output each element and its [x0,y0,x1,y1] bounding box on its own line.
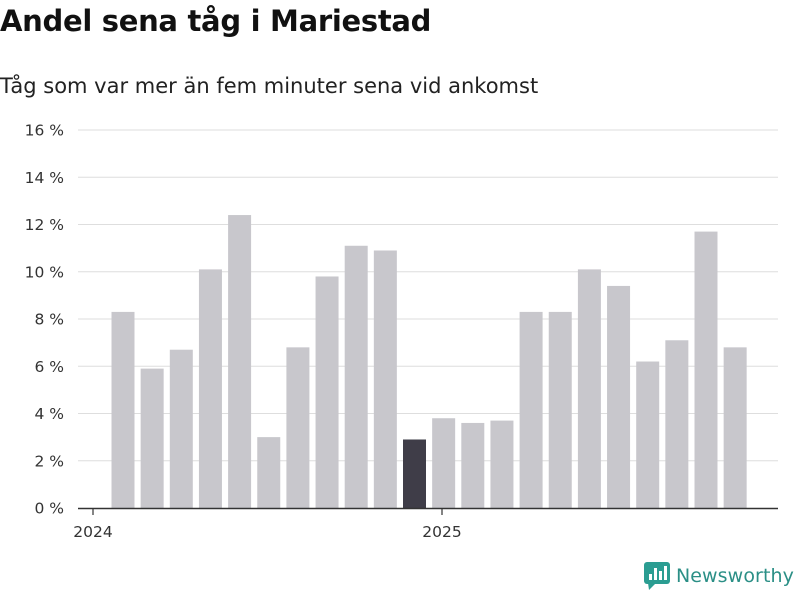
bar-2024-02 [140,368,164,508]
bar-2024-10 [373,250,397,509]
bar-2024-03 [169,349,193,508]
bar-2025-04 [548,311,572,508]
brand-name: Newsworthy [675,565,794,587]
bar-2024-11 [403,439,426,508]
y-tick-label: 12 % [25,216,64,234]
bar-2024-01 [111,311,135,508]
x-tick-label: 2025 [422,523,461,541]
y-tick-label: 14 % [25,169,64,187]
bar-2025-09 [694,231,718,508]
bar-2024-05 [228,215,252,509]
y-tick-label: 0 % [34,500,64,518]
bar-2025-07 [636,361,660,508]
y-tick-label: 10 % [25,263,64,281]
y-tick-label: 8 % [34,311,64,329]
bar-2025-08 [665,340,689,508]
bar-2024-07 [286,347,310,508]
brand-logo[interactable]: Newsworthy [643,562,794,590]
bar-2025-05 [577,269,601,508]
bar-2024-08 [315,276,339,508]
y-tick-label: 16 % [25,122,64,140]
chart-title: Andel sena tåg i Mariestad [0,4,432,38]
y-tick-label: 4 % [34,405,64,423]
newsworthy-logo-icon [643,562,670,590]
bar-2025-01 [461,422,485,508]
y-tick-label: 6 % [34,358,64,376]
bar-2025-06 [607,285,631,508]
bar-2025-02 [490,420,514,508]
bar-2025-03 [519,311,543,508]
bar-2024-12 [432,418,456,508]
bar-2024-06 [257,437,281,508]
chart-subtitle: Tåg som var mer än fem minuter sena vid … [0,74,539,98]
x-tick-label: 2024 [73,523,112,541]
bar-2024-04 [198,269,222,508]
bar-2024-09 [344,245,368,508]
bar-2025-10 [723,347,747,508]
y-tick-label: 2 % [34,452,64,470]
